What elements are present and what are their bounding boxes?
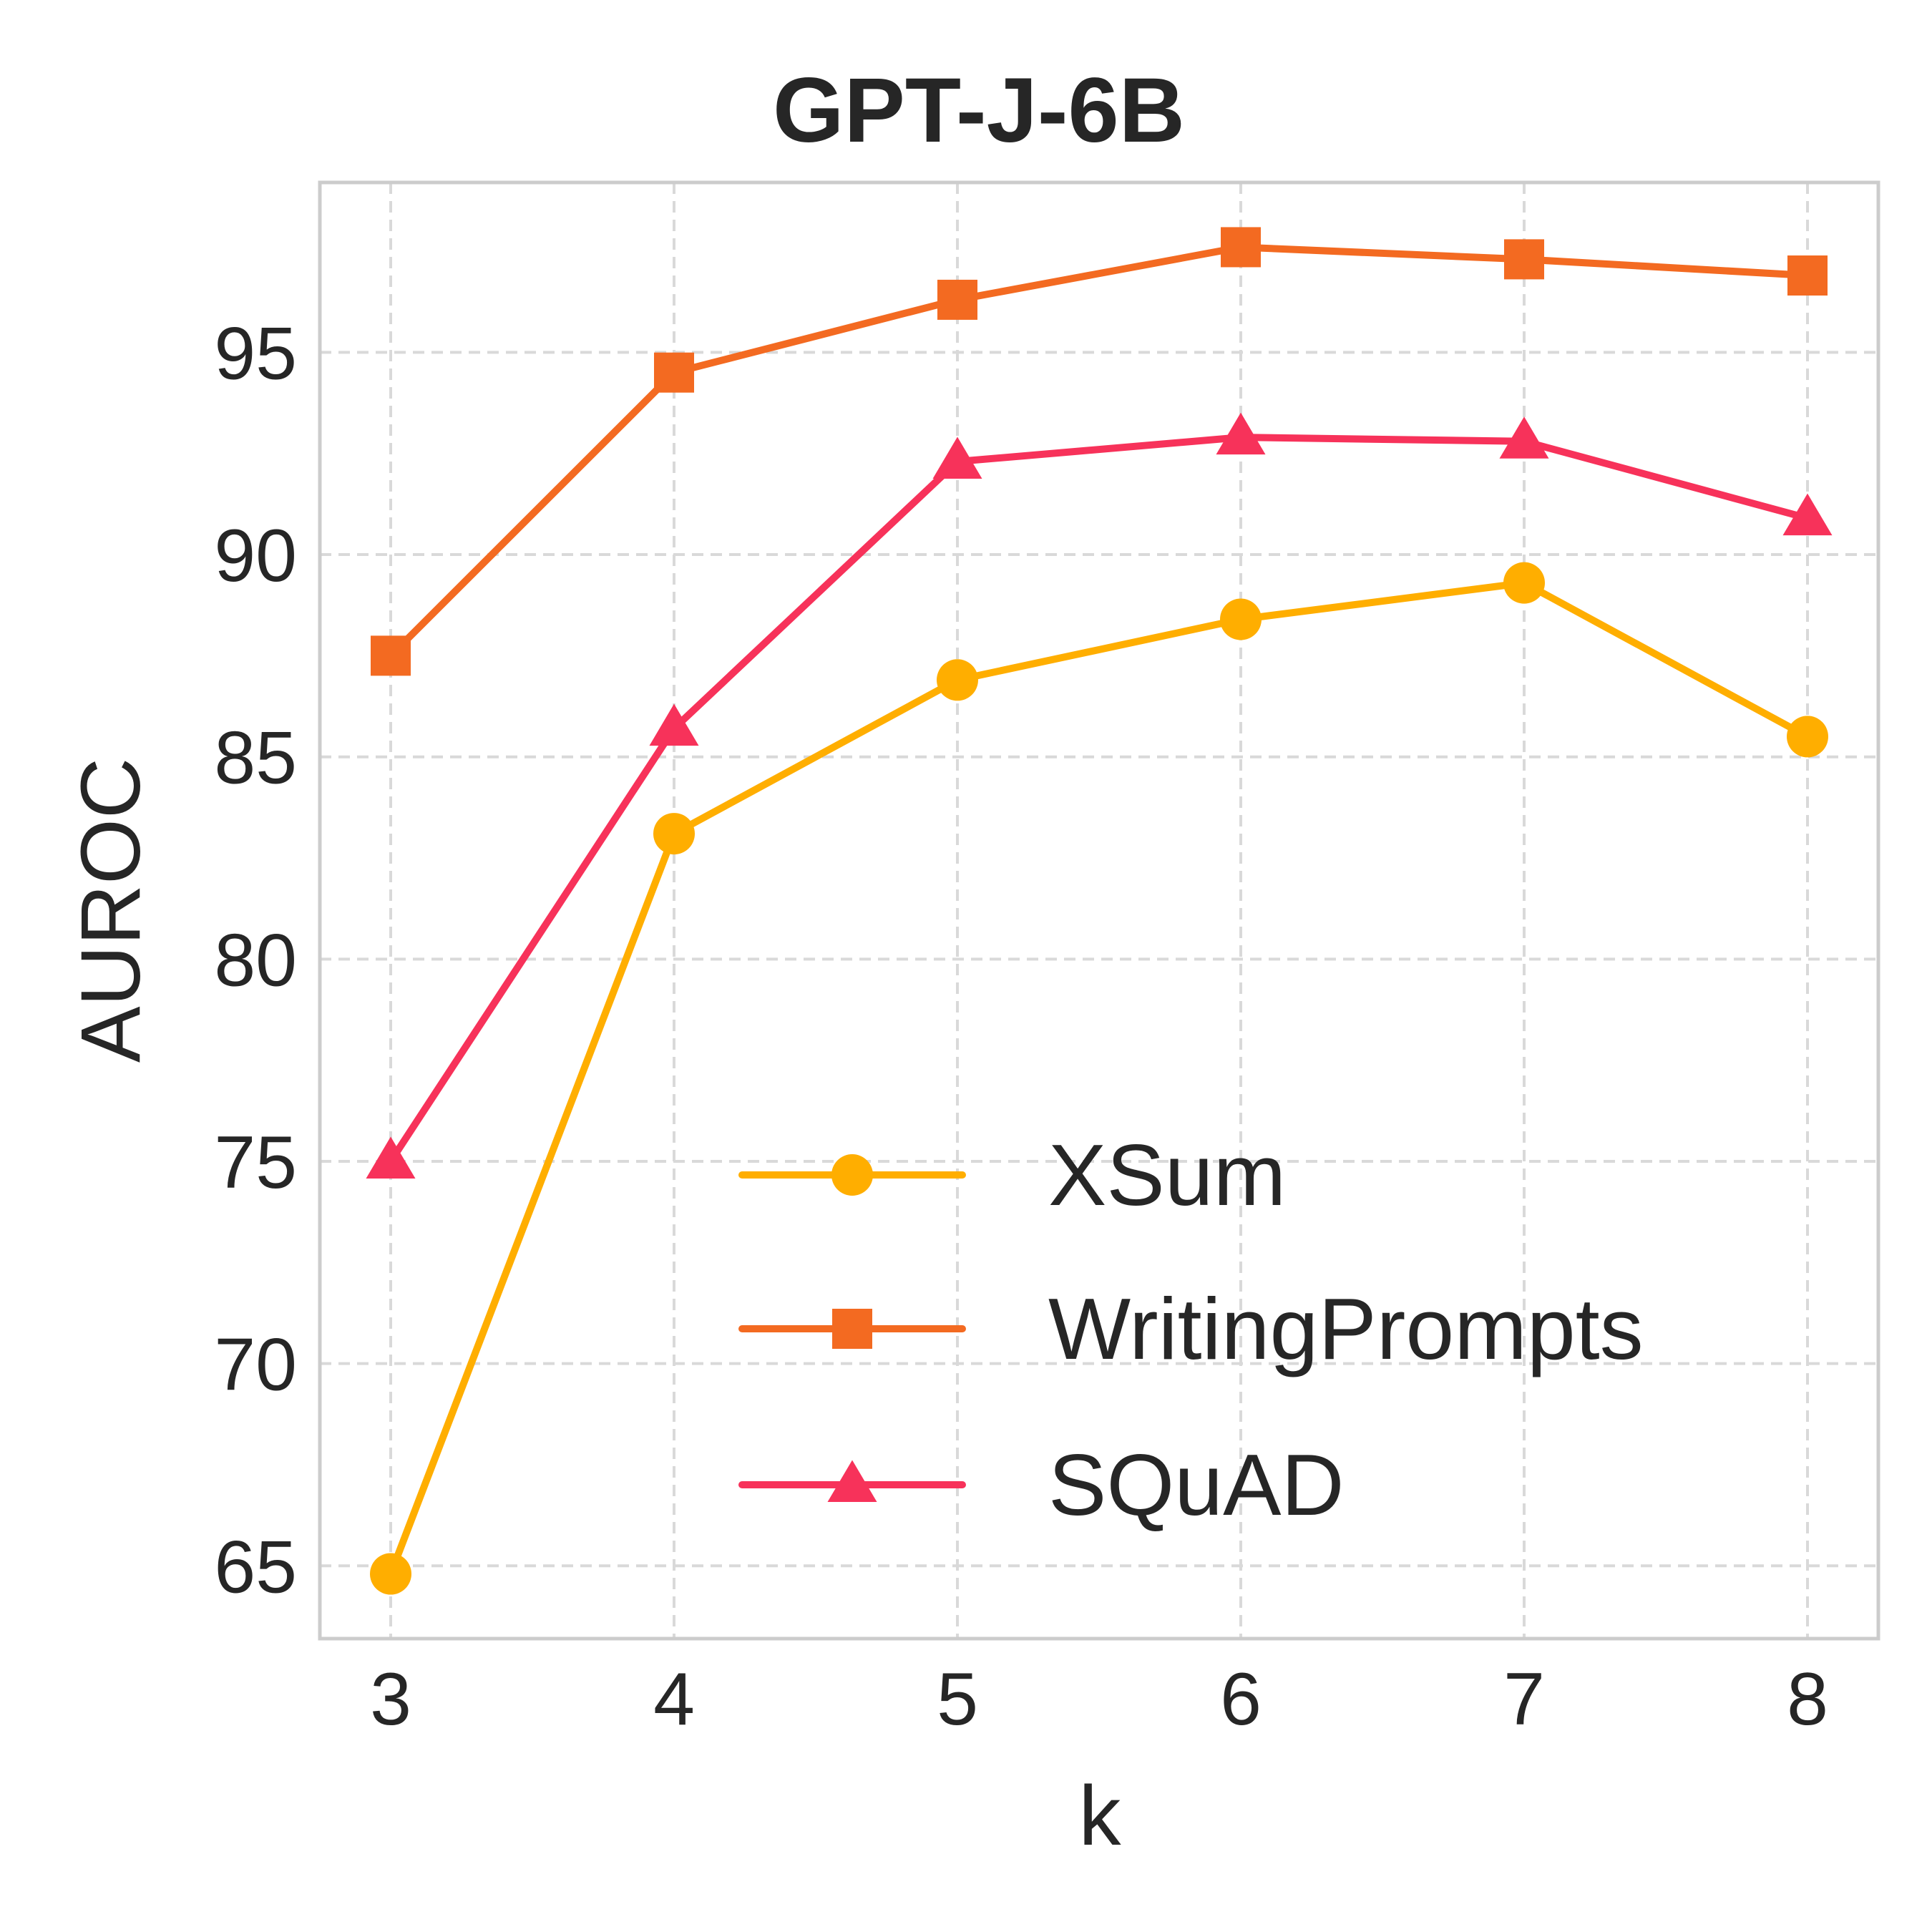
series-xsum (370, 562, 1828, 1595)
x-tick-label: 3 (370, 1658, 411, 1741)
series-line-xsum (387, 579, 1811, 1578)
y-tick-label: 95 (214, 312, 297, 395)
x-tick-label: 5 (937, 1658, 978, 1741)
legend-marker (832, 1309, 872, 1349)
y-tick-label: 70 (214, 1324, 297, 1407)
x-tick-label: 6 (1220, 1658, 1262, 1741)
y-axis-label: AUROC (64, 758, 158, 1063)
x-axis-label: k (1079, 1769, 1122, 1863)
data-point-writingprompts (1221, 227, 1261, 268)
data-point-writingprompts (937, 279, 977, 320)
series-squad (366, 412, 1833, 1179)
data-point-xsum (937, 659, 978, 701)
data-point-xsum (653, 813, 695, 855)
legend-item-xsum: XSum (738, 1126, 1286, 1224)
y-tick-label: 85 (214, 717, 297, 800)
chart-title: GPT-J-6B (773, 59, 1185, 162)
y-tick-label: 80 (214, 919, 297, 1002)
series-line-squad (387, 434, 1811, 1165)
data-point-xsum (1220, 598, 1262, 640)
legend: XSum WritingPrompts SQuAD (738, 1126, 1644, 1533)
legend-label: XSum (1048, 1126, 1286, 1224)
data-point-squad (366, 1136, 416, 1179)
y-axis-ticks: 65 70 75 80 85 90 95 (214, 312, 297, 1609)
series-line-writingprompts (387, 243, 1811, 660)
plot-frame (318, 180, 1880, 1641)
data-point-writingprompts (1787, 255, 1828, 296)
data-point-squad (1782, 493, 1833, 536)
legend-item-squad: SQuAD (738, 1436, 1345, 1533)
series-writingprompts (371, 227, 1828, 676)
data-point-writingprompts (654, 352, 694, 393)
data-point-xsum (1503, 562, 1545, 604)
data-point-squad (932, 436, 982, 479)
data-point-squad (1216, 412, 1266, 455)
x-tick-label: 7 (1503, 1658, 1545, 1741)
legend-marker (831, 1154, 873, 1196)
data-point-xsum (1787, 716, 1828, 758)
data-point-squad (1499, 416, 1549, 459)
legend-marker (827, 1460, 877, 1502)
y-tick-label: 75 (214, 1121, 297, 1204)
data-point-writingprompts (371, 635, 411, 676)
y-tick-label: 90 (214, 514, 297, 597)
data-point-writingprompts (1504, 239, 1544, 280)
legend-label: SQuAD (1048, 1436, 1345, 1533)
y-tick-label: 65 (214, 1526, 297, 1609)
legend-label: WritingPrompts (1048, 1280, 1644, 1377)
data-point-squad (649, 703, 699, 746)
x-tick-label: 8 (1787, 1658, 1828, 1741)
series-layer (366, 227, 1833, 1595)
data-point-xsum (370, 1553, 411, 1595)
legend-item-writingprompts: WritingPrompts (738, 1280, 1644, 1377)
x-tick-label: 4 (653, 1658, 695, 1741)
x-axis-ticks: 3 4 5 6 7 8 (370, 1658, 1828, 1741)
